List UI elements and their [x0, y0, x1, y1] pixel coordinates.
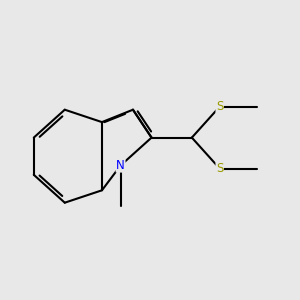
Text: S: S [216, 162, 224, 175]
Text: N: N [116, 159, 125, 172]
Text: S: S [216, 100, 224, 113]
